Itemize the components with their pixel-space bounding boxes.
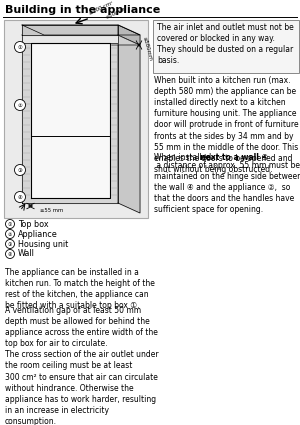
Text: next to a wall ④: next to a wall ④ — [200, 153, 268, 162]
Polygon shape — [22, 35, 140, 45]
Text: ③: ③ — [18, 167, 22, 173]
Text: When built into a kitchen run (max.
depth 580 mm) the appliance can be
installed: When built into a kitchen run (max. dept… — [154, 76, 298, 174]
Circle shape — [14, 192, 26, 202]
Text: ②: ② — [8, 232, 12, 236]
Text: a distance of approx. 55 mm must be
maintained on the hinge side between
the wal: a distance of approx. 55 mm must be main… — [154, 161, 300, 214]
Circle shape — [14, 164, 26, 176]
Text: Top box: Top box — [18, 219, 49, 229]
Text: Appliance: Appliance — [18, 230, 58, 238]
Polygon shape — [118, 25, 140, 45]
Circle shape — [5, 219, 14, 229]
Text: The air inlet and outlet must not be
covered or blocked in any way.
They should : The air inlet and outlet must not be cov… — [157, 23, 294, 65]
Polygon shape — [22, 25, 118, 35]
Text: Wall: Wall — [18, 249, 35, 258]
Polygon shape — [31, 43, 110, 198]
Text: ①: ① — [18, 45, 22, 49]
Text: ≥55 mm: ≥55 mm — [40, 208, 63, 213]
FancyBboxPatch shape — [152, 20, 298, 73]
Text: Housing unit: Housing unit — [18, 240, 68, 249]
Text: ≥300 cm²: ≥300 cm² — [88, 0, 114, 16]
Circle shape — [5, 230, 14, 238]
Text: ④: ④ — [18, 195, 22, 199]
Polygon shape — [22, 35, 118, 203]
Text: When installed: When installed — [154, 153, 214, 162]
Bar — [4, 20, 148, 218]
Circle shape — [14, 42, 26, 53]
Polygon shape — [118, 35, 140, 213]
Circle shape — [14, 99, 26, 110]
Text: The appliance can be installed in a
kitchen run. To match the height of the
rest: The appliance can be installed in a kitc… — [5, 268, 155, 310]
Circle shape — [5, 240, 14, 249]
Text: ≥50mm: ≥50mm — [105, 6, 127, 20]
Text: A ventilation gap of at least 50 mm
depth must be allowed for behind the
applian: A ventilation gap of at least 50 mm dept… — [5, 306, 159, 425]
Text: ≥580mm: ≥580mm — [141, 36, 152, 61]
Polygon shape — [22, 35, 118, 43]
Text: ④: ④ — [8, 252, 12, 257]
Text: ①: ① — [8, 221, 12, 227]
Circle shape — [5, 249, 14, 258]
Text: ②: ② — [18, 102, 22, 108]
Polygon shape — [22, 25, 140, 35]
Text: Building in the appliance: Building in the appliance — [5, 5, 160, 15]
Text: ③: ③ — [8, 241, 12, 246]
